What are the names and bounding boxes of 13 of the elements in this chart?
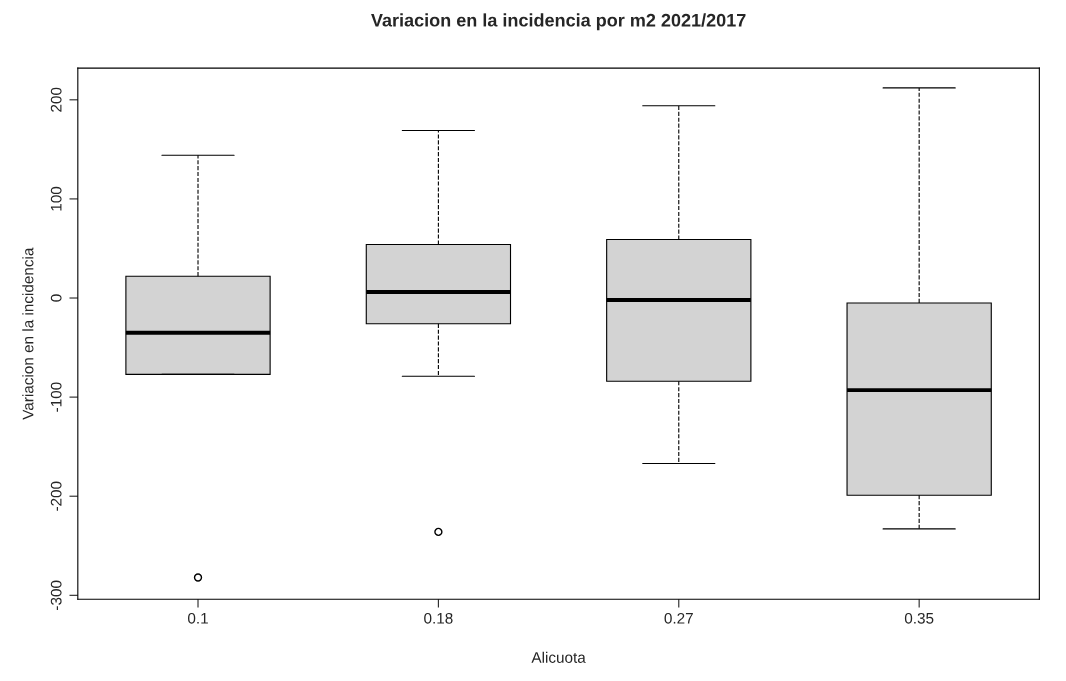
chart-title: Variacion en la incidencia por m2 2021/2017 bbox=[371, 13, 746, 31]
y-tick-label: -200 bbox=[50, 481, 62, 511]
x-axis-title: Alicuota bbox=[531, 651, 586, 663]
y-tick-label: 0 bbox=[50, 294, 62, 302]
y-tick-label: -100 bbox=[50, 382, 62, 412]
x-tick-label: 0.27 bbox=[664, 612, 693, 624]
y-tick-label: 200 bbox=[50, 87, 62, 112]
y-tick-label: 100 bbox=[50, 186, 62, 211]
x-tick-label: 0.35 bbox=[904, 612, 934, 624]
x-tick-label: 0.18 bbox=[424, 612, 453, 624]
y-axis-title: Variacion en la incidencia bbox=[22, 247, 34, 420]
y-tick-label: -300 bbox=[50, 580, 62, 610]
x-tick-label: 0.1 bbox=[187, 612, 208, 624]
